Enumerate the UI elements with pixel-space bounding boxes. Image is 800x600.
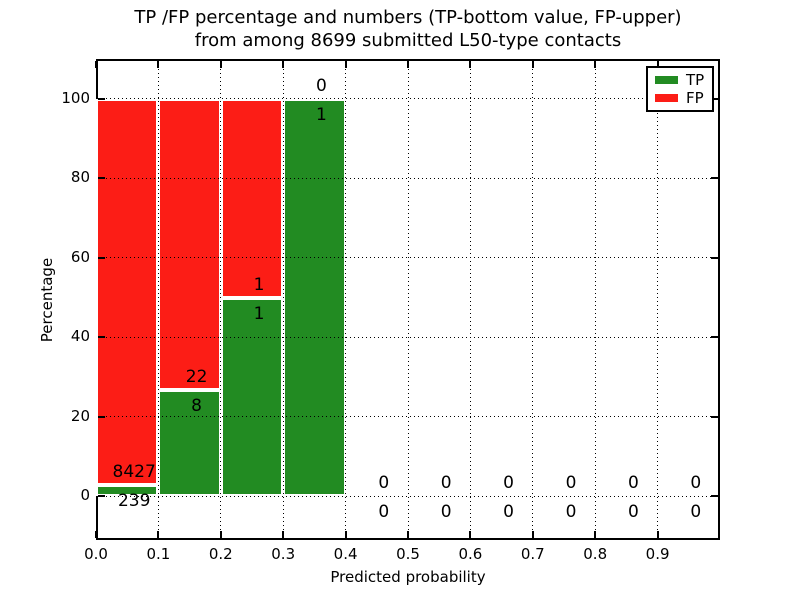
- tp-count-label: 0: [503, 502, 515, 523]
- tp-bar-segment: [158, 390, 221, 497]
- x-gridline: [345, 61, 347, 538]
- x-gridline: [220, 61, 222, 538]
- fp-count-label: 22: [185, 367, 208, 388]
- x-tick-mark: [157, 531, 160, 538]
- y-tick-label: 20: [70, 406, 90, 425]
- x-gridline: [532, 61, 534, 538]
- y-tick-mark: [711, 415, 718, 418]
- fp-count-label: 8427: [112, 462, 156, 483]
- x-axis-label: Predicted probability: [330, 568, 486, 586]
- tp-count-label: 1: [315, 104, 327, 125]
- tp-legend-label: TP: [686, 71, 705, 89]
- x-tick-label: 0.8: [583, 545, 608, 563]
- x-tick-mark: [95, 61, 97, 68]
- y-tick-mark: [98, 495, 105, 498]
- x-tick-mark: [531, 61, 534, 68]
- x-tick-mark: [282, 531, 285, 538]
- y-tick-label: 0: [80, 486, 90, 505]
- x-tick-mark: [594, 531, 597, 538]
- tp-count-label: 239: [117, 491, 151, 512]
- y-tick-mark: [711, 177, 718, 180]
- y-tick-mark: [98, 415, 105, 418]
- y-tick-mark: [98, 256, 105, 259]
- x-tick-mark: [219, 61, 222, 68]
- tp-count-label: 0: [627, 502, 639, 523]
- x-gridline: [407, 61, 409, 538]
- fp-bar-segment: [220, 98, 284, 298]
- x-tick-mark: [344, 531, 347, 538]
- fp-bar-segment: [158, 98, 221, 391]
- y-tick-label: 100: [61, 88, 90, 107]
- fp-count-label: 0: [690, 473, 702, 494]
- x-tick-label: 0.6: [458, 545, 483, 563]
- fp-count-label: 0: [503, 473, 515, 494]
- y-tick-label: 60: [70, 247, 90, 266]
- x-tick-label: 0.5: [396, 545, 420, 563]
- chart-title-line2: from among 8699 submitted L50-type conta…: [194, 30, 622, 51]
- x-tick-mark: [656, 61, 659, 68]
- y-tick-label: 80: [70, 168, 90, 187]
- tp-legend-swatch-icon: [655, 76, 678, 84]
- fp-count-label: 0: [627, 473, 639, 494]
- x-tick-label: 0.1: [146, 545, 171, 563]
- x-gridline: [657, 61, 659, 538]
- x-tick-mark: [95, 531, 97, 538]
- x-tick-label: 0.3: [271, 545, 296, 563]
- legend-entry-fp: FP: [648, 90, 712, 106]
- legend: TP FP: [646, 66, 714, 112]
- tp-count-label: 0: [378, 502, 390, 523]
- fp-count-label: 0: [315, 75, 327, 96]
- y-tick-mark: [711, 336, 718, 339]
- tp-count-label: 0: [690, 502, 702, 523]
- y-tick-label: 40: [70, 327, 90, 346]
- fp-count-label: 1: [253, 274, 265, 295]
- x-tick-label: 0.4: [333, 545, 358, 563]
- tp-count-label: 0: [440, 502, 452, 523]
- y-tick-mark: [711, 256, 718, 259]
- tp-count-label: 8: [191, 396, 203, 417]
- x-tick-mark: [407, 61, 409, 68]
- x-gridline: [282, 61, 284, 538]
- x-tick-mark: [157, 61, 160, 68]
- fp-legend-swatch-icon: [655, 94, 678, 102]
- y-tick-mark: [711, 495, 718, 498]
- fp-legend-label: FP: [686, 89, 704, 107]
- x-tick-label: 0.9: [645, 545, 670, 563]
- y-tick-mark: [98, 97, 105, 100]
- x-tick-mark: [469, 61, 472, 68]
- y-tick-mark: [98, 336, 105, 339]
- tp-bar-segment: [283, 98, 346, 497]
- y-tick-mark: [711, 97, 718, 100]
- x-tick-mark: [531, 531, 534, 538]
- tp-bar-segment: [220, 297, 284, 497]
- x-gridline: [157, 61, 159, 538]
- chart-title: TP /FP percentage and numbers (TP-bottom…: [134, 6, 681, 52]
- tp-count-label: 0: [565, 502, 577, 523]
- x-tick-mark: [219, 531, 222, 538]
- x-tick-mark: [594, 61, 597, 68]
- chart-title-line1: TP /FP percentage and numbers (TP-bottom…: [134, 7, 682, 28]
- x-tick-label: 0.2: [208, 545, 233, 563]
- fp-bar-segment: [96, 98, 159, 486]
- y-tick-mark: [98, 177, 105, 180]
- tp-count-label: 1: [253, 303, 265, 324]
- x-tick-mark: [469, 531, 472, 538]
- fp-count-label: 0: [440, 473, 452, 494]
- x-gridline: [594, 61, 596, 538]
- legend-entry-tp: TP: [648, 72, 712, 88]
- x-tick-mark: [407, 531, 409, 538]
- x-tick-mark: [656, 531, 659, 538]
- fp-count-label: 0: [378, 473, 390, 494]
- x-tick-label: 0.7: [520, 545, 545, 563]
- x-tick-mark: [344, 61, 347, 68]
- fp-count-label: 0: [565, 473, 577, 494]
- tp-bar-segment: [96, 485, 159, 497]
- x-tick-label: 0.0: [84, 545, 108, 563]
- x-gridline: [469, 61, 471, 538]
- x-tick-mark: [282, 61, 285, 68]
